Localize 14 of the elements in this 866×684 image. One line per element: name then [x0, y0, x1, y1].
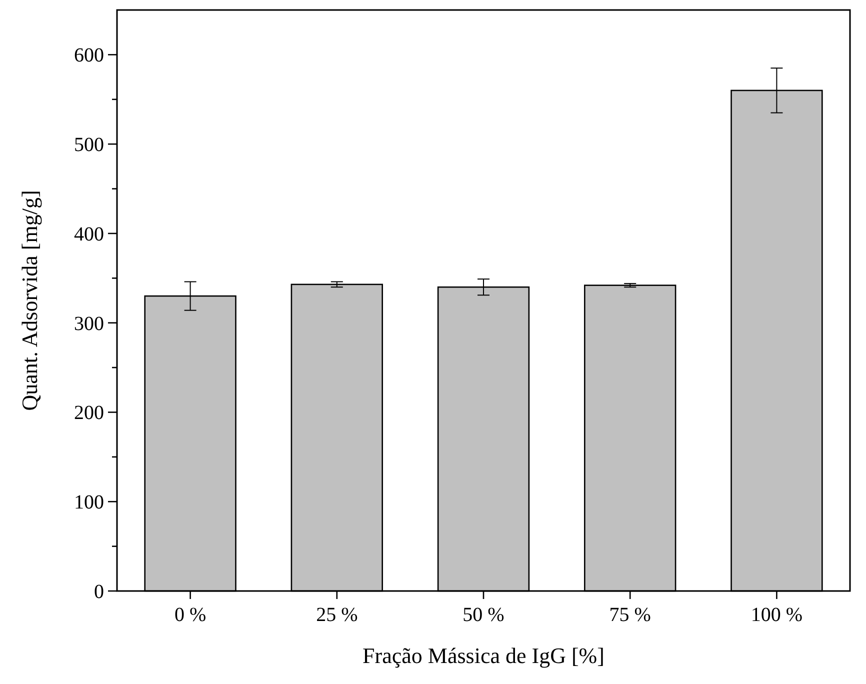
y-tick-label: 400 — [74, 223, 104, 246]
x-tick-label: 0 % — [174, 604, 206, 626]
y-tick-label: 300 — [74, 312, 104, 335]
y-tick-label: 600 — [74, 44, 104, 67]
x-tick-label: 25 % — [316, 604, 358, 626]
x-axis-title: Fração Mássica de IgG [%] — [362, 643, 604, 668]
y-tick-label: 100 — [74, 492, 104, 514]
x-tick-label: 100 % — [750, 604, 803, 626]
x-tick-label: 50 % — [462, 604, 504, 626]
y-tick-label: 200 — [74, 402, 104, 424]
y-tick-label: 0 — [94, 581, 104, 603]
x-tick-label: 75 % — [609, 604, 651, 626]
y-tick-label: 500 — [74, 134, 104, 156]
y-axis-title: Quant. Adsorvida [mg/g] — [17, 190, 42, 411]
